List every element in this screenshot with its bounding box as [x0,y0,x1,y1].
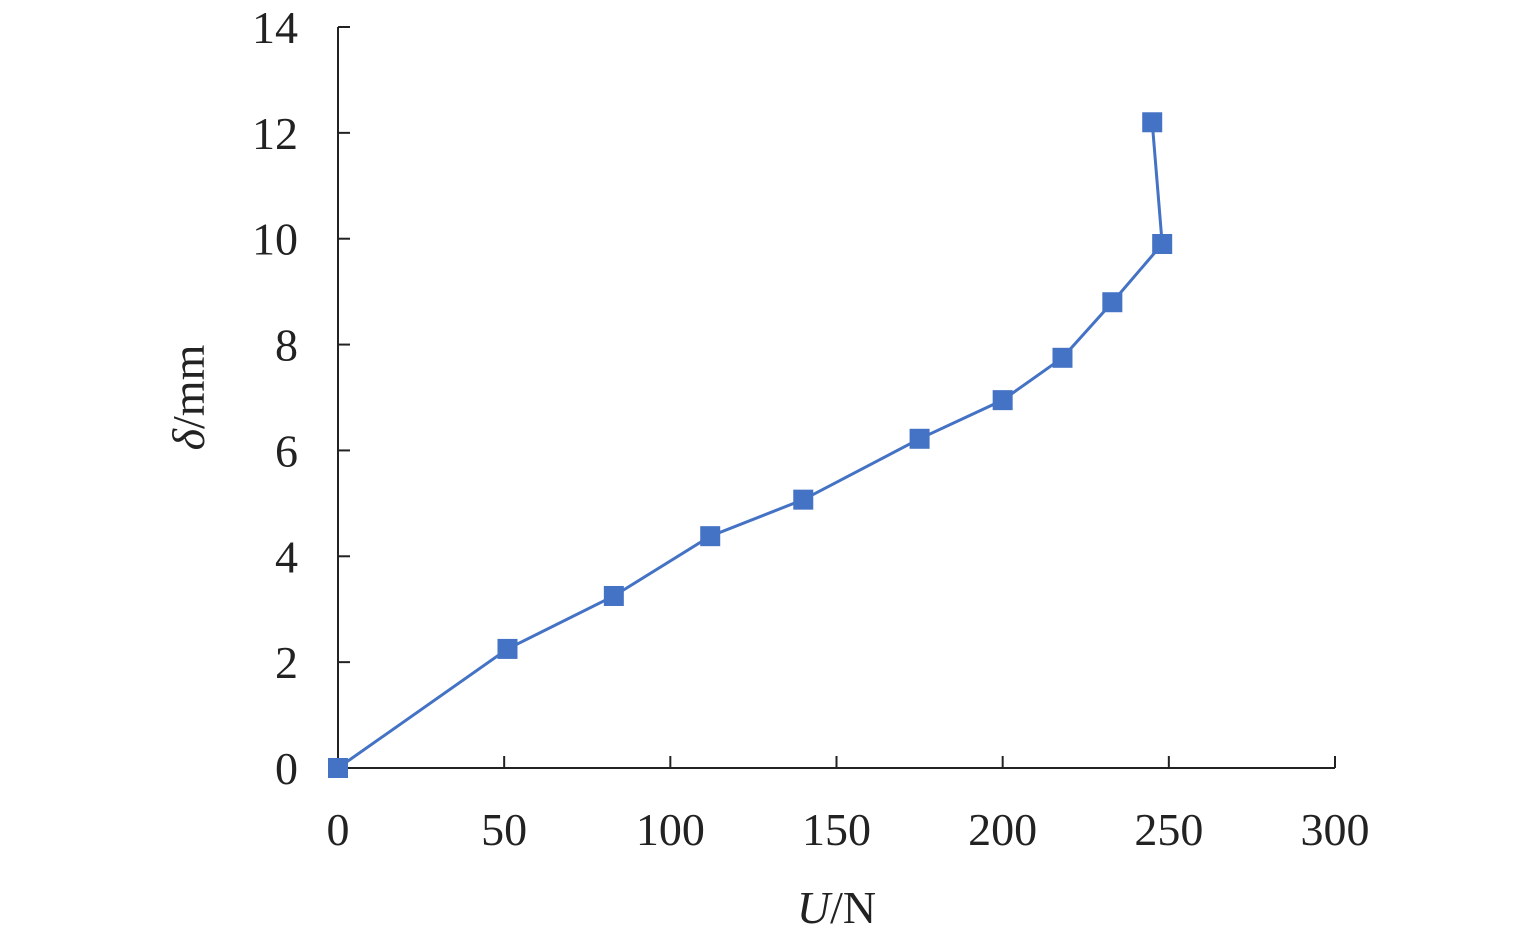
data-point-marker [793,489,814,510]
series-layer [328,112,1173,778]
x-tick-label: 0 [327,804,350,855]
x-tick-label: 150 [802,804,871,855]
series-line [337,122,1164,770]
x-tick-label: 50 [481,804,527,855]
y-tick-label: 14 [252,2,298,53]
y-tick-label: 10 [252,214,298,265]
x-axis-title-unit: /N [830,882,876,933]
y-axis-title: δ/mm [163,344,214,450]
y-tick-label: 6 [275,425,298,476]
data-point-marker [1142,112,1163,133]
x-tick-label: 300 [1301,804,1370,855]
data-point-marker [328,758,348,778]
axes [337,27,1335,769]
data-point-marker [909,428,930,449]
x-tick-label: 200 [968,804,1037,855]
y-axis-title-unit: /mm [163,344,214,429]
x-ticks: 0 50 100 150 200 250 300 [327,756,1370,855]
y-tick-label: 8 [275,320,298,371]
data-point-marker [603,585,624,606]
data-point-marker [700,526,721,547]
y-tick-label: 2 [275,637,298,688]
y-tick-label: 4 [275,531,298,582]
y-tick-label: 0 [275,743,298,794]
data-point-marker [992,390,1013,411]
data-point-marker [1052,347,1073,368]
x-tick-label: 100 [636,804,705,855]
x-tick-label: 250 [1134,804,1203,855]
x-axis-title-var: U [797,882,833,933]
data-point-marker [497,638,518,659]
x-axis-title: U/N [797,882,876,933]
data-point-marker [1102,292,1123,313]
y-tick-label: 12 [252,108,298,159]
data-point-marker [1152,234,1173,255]
y-ticks: 0 2 4 6 8 10 12 14 [252,2,350,794]
y-axis-title-var: δ [163,428,214,450]
